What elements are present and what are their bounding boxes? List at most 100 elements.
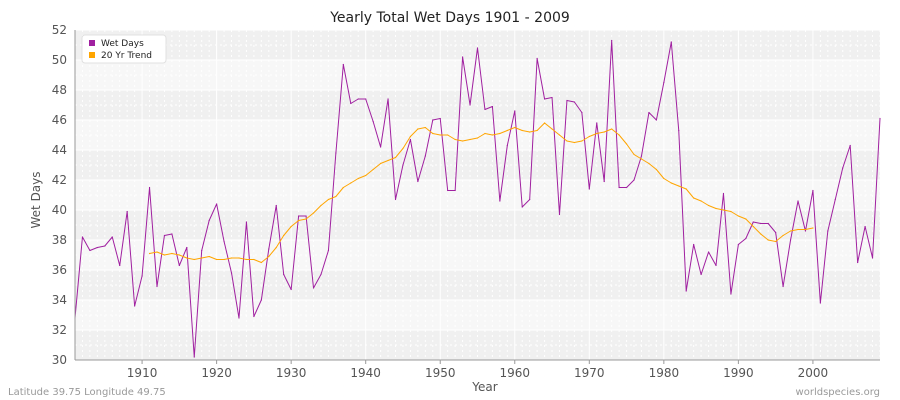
trend-point [424, 126, 426, 129]
trend-point [283, 234, 285, 237]
legend-label-wet-days: Wet Days [101, 39, 144, 49]
wet-days-point [834, 198, 836, 201]
trend-point [409, 135, 412, 138]
wet-days-point [581, 111, 583, 114]
y-tick-label: 40 [52, 203, 67, 217]
wet-days-point [260, 299, 262, 301]
trend-point [558, 134, 561, 136]
wet-days-point [275, 204, 277, 207]
trend-point [797, 228, 799, 231]
trend-point [685, 188, 687, 190]
wet-days-point [283, 273, 285, 276]
trend-point [268, 255, 270, 258]
trend-point [327, 198, 330, 201]
wet-days-point [558, 213, 561, 216]
trend-point [603, 131, 605, 133]
trend-point [335, 195, 337, 198]
trend-point [551, 128, 553, 130]
x-axis-label: Year [471, 380, 497, 394]
trend-point [260, 261, 262, 264]
wet-days-point [163, 234, 166, 237]
wet-days-point [327, 249, 330, 252]
wet-days-point [842, 167, 844, 169]
wet-days-point [625, 186, 628, 189]
y-tick-label: 38 [52, 233, 67, 247]
trend-point [439, 134, 441, 136]
trend-point [707, 204, 710, 207]
trend-point [566, 140, 568, 142]
wet-days-point [529, 198, 531, 201]
wet-days-point [476, 47, 479, 49]
trend-point [201, 257, 203, 259]
wet-days-point [148, 186, 151, 189]
trend-point [543, 122, 546, 124]
wet-days-point [789, 239, 792, 241]
wet-days-point [111, 236, 113, 238]
wet-days-point [521, 206, 523, 208]
y-tick-label: 50 [52, 53, 67, 67]
trend-point [163, 254, 166, 256]
wet-days-point [171, 233, 173, 235]
trend-point [670, 182, 672, 184]
wet-days-point [551, 96, 553, 99]
trend-point [275, 246, 277, 249]
trend-point [230, 257, 233, 259]
x-tick-label: 1920 [201, 366, 232, 380]
wet-days-point [611, 39, 613, 42]
trend-point [491, 134, 494, 136]
wet-days-point [342, 63, 344, 66]
trend-point [223, 258, 225, 261]
trend-point [700, 200, 702, 202]
wet-days-point [730, 293, 732, 295]
wet-days-point [312, 287, 315, 289]
wet-days-point [402, 164, 404, 166]
wet-days-point [350, 102, 352, 105]
trend-point [625, 143, 628, 145]
y-tick-label: 52 [52, 23, 67, 37]
trend-point [812, 227, 814, 229]
wet-days-point [879, 117, 881, 120]
wet-days-point [230, 272, 233, 274]
x-tick-label: 1970 [574, 366, 605, 380]
trend-point [789, 230, 792, 232]
trend-point [350, 182, 352, 184]
chart-title: Yearly Total Wet Days 1901 - 2009 [329, 10, 570, 26]
legend-swatch-wet-days [89, 40, 95, 46]
y-tick-label: 48 [52, 83, 67, 97]
trend-point [737, 215, 739, 217]
wet-days-point [514, 110, 516, 112]
wet-days-point [454, 189, 456, 192]
wet-days-point [857, 261, 859, 264]
trend-point [461, 140, 464, 142]
trend-point [394, 156, 397, 159]
trend-point [156, 251, 158, 253]
trend-point [529, 131, 531, 133]
wet-days-point [432, 119, 434, 121]
trend-point [372, 168, 374, 171]
wet-days-point [156, 285, 158, 288]
trend-point [730, 210, 732, 213]
trend-point [715, 207, 717, 210]
trend-point [663, 177, 665, 180]
trend-point [305, 218, 307, 220]
wet-days-point [409, 138, 412, 141]
legend-box [81, 34, 167, 64]
wet-days-point [812, 189, 814, 192]
trend-point [775, 240, 777, 243]
legend-label-trend: 20 Yr Trend [101, 51, 152, 61]
wet-days-point [491, 105, 494, 108]
trend-point [148, 252, 151, 255]
wet-days-point [640, 155, 643, 157]
wet-days-point [782, 285, 784, 288]
wet-days-point [797, 200, 799, 202]
x-tick-label: 1930 [276, 366, 307, 380]
wet-days-point [253, 315, 255, 318]
wet-days-point [678, 129, 680, 132]
trend-point [387, 159, 389, 162]
wet-days-point [447, 189, 449, 192]
wet-days-point [499, 200, 501, 202]
wet-days-point [827, 230, 829, 232]
trend-point [320, 204, 322, 207]
wet-days-point [760, 222, 762, 225]
wet-days-point [849, 144, 851, 147]
